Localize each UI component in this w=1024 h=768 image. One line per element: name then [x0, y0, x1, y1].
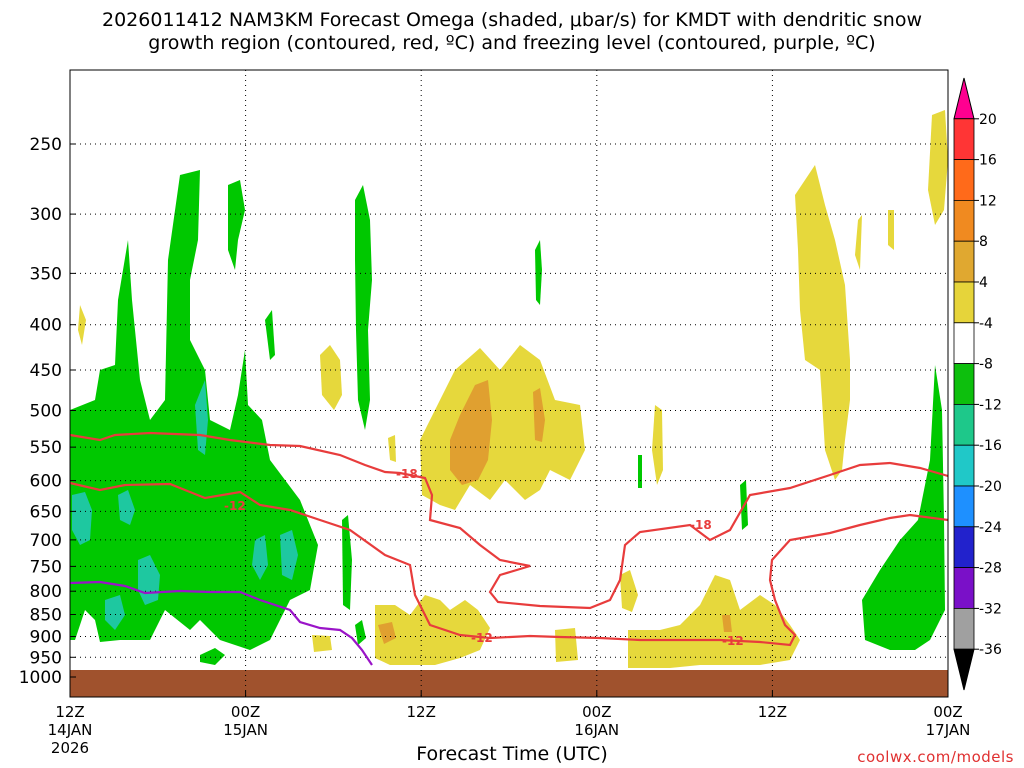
y-tick-label-700: 700 — [30, 531, 62, 551]
ground-fill — [70, 670, 948, 697]
y-tick-label-350: 350 — [30, 264, 62, 284]
chart-title-line1: 2026011412 NAM3KM Forecast Omega (shaded… — [102, 9, 922, 31]
colorbar-label-13: -36 — [979, 642, 1002, 658]
colorbar-swatch-5 — [953, 281, 975, 324]
x-tick-label-12-1: 00Z — [231, 703, 260, 721]
colorbar-label-5: -4 — [979, 316, 993, 332]
x-tick-label-0-1: 12Z — [55, 703, 84, 721]
colorbar-label-4: 4 — [979, 275, 988, 291]
colorbar-swatch-1 — [953, 118, 975, 161]
dgz-minus12-label-1: -12 — [224, 499, 246, 513]
y-tick-label-900: 900 — [30, 627, 62, 647]
y-tick-label-550: 550 — [30, 438, 62, 458]
dgz-minus18-label-2: -18 — [690, 518, 712, 532]
colorbar-swatch-6 — [953, 322, 975, 364]
colorbar-label-1: 16 — [979, 153, 997, 169]
y-tick-label-250: 250 — [30, 135, 62, 155]
x-tick-label-24-1: 12Z — [407, 703, 436, 721]
plot-frame — [69, 69, 949, 698]
y-tick-label-300: 300 — [30, 205, 62, 225]
colorbar-label-8: -16 — [979, 438, 1002, 454]
y-tick-label-750: 750 — [30, 557, 62, 577]
colorbar-swatch-2 — [953, 159, 975, 201]
y-tick-label-850: 850 — [30, 606, 62, 626]
freezing-level-contour — [69, 580, 373, 666]
y-tick-label-650: 650 — [30, 502, 62, 522]
colorbar-label-0: 20 — [979, 112, 997, 128]
colorbar-label-6: -8 — [979, 357, 993, 373]
colorbar-swatch-4 — [953, 240, 975, 283]
y-tick-label-450: 450 — [30, 361, 62, 381]
site-credit-link[interactable]: coolwx.com/models — [857, 748, 1014, 766]
x-tick-label-36-2: 16JAN — [574, 721, 619, 739]
colorbar-swatch-10 — [953, 485, 975, 528]
y-axis: 2503003504004505005506006507007508008509… — [19, 135, 76, 688]
colorbar-label-11: -28 — [979, 561, 1002, 577]
chart-title-line2: growth region (contoured, red, ºC) and f… — [148, 32, 876, 54]
y-tick-label-600: 600 — [30, 472, 62, 492]
y-tick-label-800: 800 — [30, 582, 62, 602]
colorbar-swatch-3 — [953, 199, 975, 242]
dgz-minus12-contour — [69, 481, 949, 647]
y-tick-label-950: 950 — [30, 648, 62, 668]
y-tick-label-1000: 1000 — [19, 668, 62, 688]
colorbar-label-2: 12 — [979, 193, 997, 209]
dgz-contours — [69, 431, 949, 666]
dgz-minus12-label-3: -12 — [722, 634, 744, 648]
colorbar-bottom-arrow — [953, 648, 975, 691]
x-tick-label-0-2: 14JAN — [48, 721, 93, 739]
colorbar-label-7: -12 — [979, 397, 1002, 413]
x-tick-label-60-2: 17JAN — [926, 721, 971, 739]
x-axis-title: Forecast Time (UTC) — [416, 743, 608, 765]
x-tick-label-0-3: 2026 — [51, 739, 89, 757]
colorbar: 20 16 12 8 4 -4 -8 -12 -16 -20 -24 -28 -32 -36 — [953, 77, 1002, 691]
colorbar-label-10: -24 — [979, 520, 1002, 536]
orange-omega-regions — [378, 380, 732, 644]
colorbar-swatch-9 — [953, 444, 975, 487]
colorbar-swatch-7 — [953, 363, 975, 405]
colorbar-top-arrow — [953, 77, 975, 120]
omega-shading — [70, 110, 948, 697]
colorbar-label-12: -32 — [979, 601, 1002, 617]
colorbar-label-3: 8 — [979, 234, 988, 250]
dgz-minus18-contour — [69, 431, 949, 610]
x-tick-label-48-1: 12Z — [758, 703, 787, 721]
dgz-minus12-label-2: -12 — [471, 631, 493, 645]
colorbar-swatch-13 — [953, 608, 975, 650]
x-tick-label-36-1: 00Z — [582, 703, 611, 721]
x-tick-label-12-2: 15JAN — [223, 721, 268, 739]
dgz-minus18-label-1: -18 — [396, 467, 418, 481]
colorbar-swatch-12 — [953, 567, 975, 609]
y-tick-label-500: 500 — [30, 402, 62, 422]
colorbar-swatch-8 — [953, 403, 975, 446]
colorbar-label-9: -20 — [979, 479, 1002, 495]
y-tick-label-400: 400 — [30, 316, 62, 336]
colorbar-swatch-11 — [953, 526, 975, 568]
teal-omega-regions — [72, 380, 298, 630]
x-tick-label-60-1: 00Z — [933, 703, 962, 721]
